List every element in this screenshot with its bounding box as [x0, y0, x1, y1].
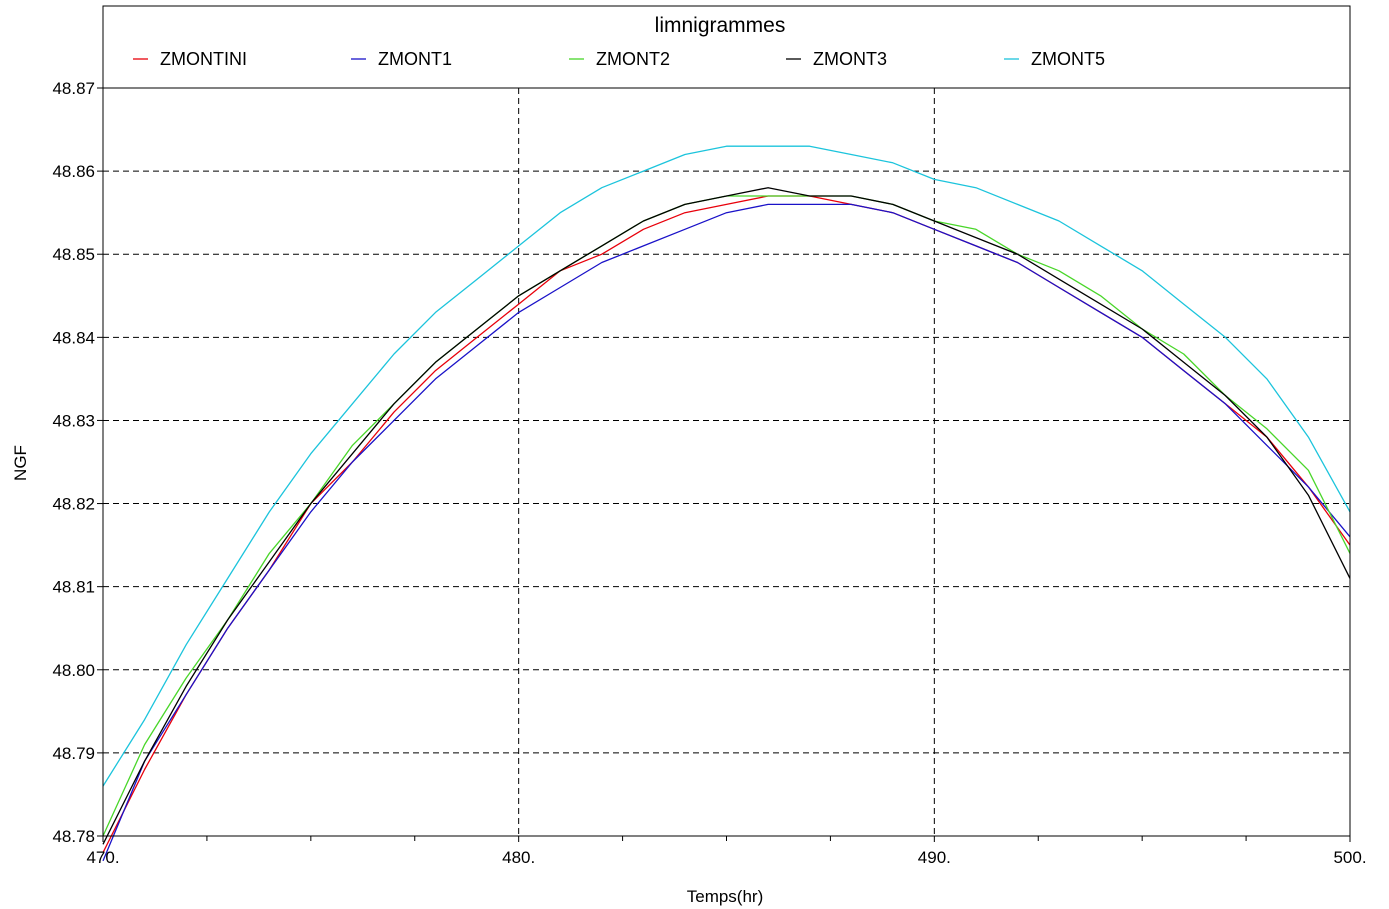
- x-tick-label: 500.: [1333, 848, 1366, 867]
- y-tick-label: 48.82: [52, 495, 95, 514]
- x-tick-label: 480.: [502, 848, 535, 867]
- legend-label-zmont1: ZMONT1: [378, 49, 452, 69]
- y-tick-label: 48.87: [52, 79, 95, 98]
- y-tick-label: 48.79: [52, 744, 95, 763]
- series-line-zmont3: [102, 187, 1351, 845]
- y-tick-label: 48.84: [52, 328, 95, 347]
- x-axis-title: Temps(hr): [687, 887, 764, 906]
- legend: ZMONTINI ZMONT1 ZMONT2 ZMONT3 ZMONT5: [133, 49, 1105, 69]
- y-tick-label: 48.78: [52, 827, 95, 846]
- y-tick-label: 48.85: [52, 245, 95, 264]
- x-tick-label: 490.: [918, 848, 951, 867]
- y-tick-label: 48.86: [52, 162, 95, 181]
- legend-box: [102, 5, 1351, 89]
- y-tick-label: 48.80: [52, 661, 95, 680]
- x-tick-label: 470.: [86, 848, 119, 867]
- legend-label-zmont2: ZMONT2: [596, 49, 670, 69]
- y-tick-label: 48.81: [52, 578, 95, 597]
- y-axis-title: NGF: [11, 445, 30, 481]
- series-lines: [102, 145, 1351, 862]
- y-tick-label: 48.83: [52, 411, 95, 430]
- legend-label-zmont5: ZMONT5: [1031, 49, 1105, 69]
- chart-title: limnigrammes: [655, 14, 786, 37]
- grid-lines: [103, 88, 1350, 836]
- series-line-zmont5: [102, 145, 1351, 787]
- series-line-zmont1: [102, 203, 1351, 862]
- legend-label-zmont3: ZMONT3: [813, 49, 887, 69]
- legend-label-zmontini: ZMONTINI: [160, 49, 247, 69]
- axis-ticks: 48.78 48.79 48.80 48.81 48.82 48.83 48.84 48.85…: [52, 79, 1366, 867]
